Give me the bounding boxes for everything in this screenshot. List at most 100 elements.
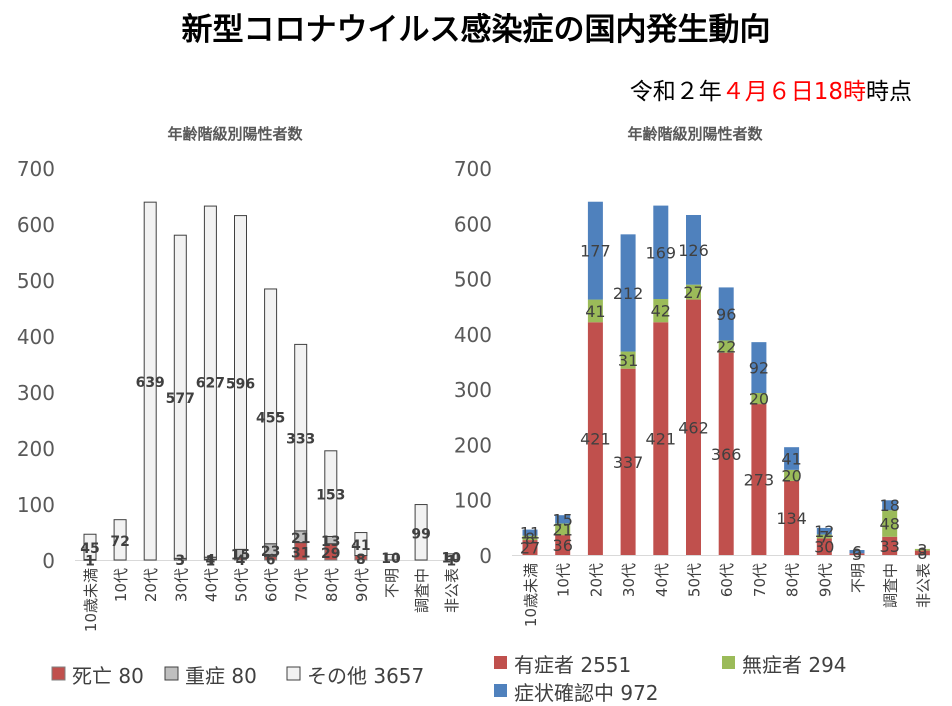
- chart2-bar-有症者: [653, 322, 669, 555]
- chart1-bar-その他: [113, 519, 127, 561]
- chart2-bar-有症者: [849, 553, 865, 555]
- chart1-ytick-label: 0: [42, 549, 55, 573]
- chart2-data-label: 41: [781, 450, 801, 469]
- chart1-category-label: 不明: [383, 568, 401, 598]
- chart1-data-label: 1: [85, 554, 95, 570]
- chart2-bar-無症者: [718, 340, 734, 353]
- chart1-data-label: 577: [166, 391, 195, 407]
- chart1-category-label: 50代: [233, 568, 251, 602]
- chart1-data-label: 72: [110, 534, 129, 550]
- chart1-data-label: 45: [80, 541, 99, 557]
- chart1-category-label: 非公表: [443, 568, 461, 613]
- chart2-bar-有症者: [587, 322, 603, 555]
- chart1-data-label: 23: [261, 544, 280, 560]
- chart2-bar-症状確認中: [620, 234, 636, 352]
- chart1-category-label: 調査中: [413, 568, 431, 613]
- chart2-bar-無症者: [587, 299, 603, 323]
- chart2-data-label: 18: [880, 496, 900, 515]
- chart2-bar-症状確認中: [816, 527, 832, 535]
- chart1-ytick-label: 600: [17, 213, 55, 237]
- timestamp-date: ４月６日18時: [721, 79, 866, 105]
- chart2-bar-無症者: [522, 535, 538, 541]
- chart1-data-label: 3: [175, 553, 185, 569]
- chart1-data-label: 627: [196, 376, 225, 392]
- chart1-bar-その他: [294, 343, 308, 532]
- chart2-data-label: 21: [553, 520, 573, 539]
- chart1-category-label: 10代: [112, 568, 130, 602]
- chart2-data-label: 212: [613, 284, 644, 303]
- chart2-category-label: 10代: [555, 563, 573, 597]
- chart2-category-label: 90代: [816, 563, 834, 597]
- chart2-data-label: 126: [678, 241, 709, 260]
- chart1-data-label: 21: [291, 531, 310, 547]
- chart2-data-label: 20: [749, 390, 769, 409]
- chart2-bar-症状確認中: [751, 342, 767, 394]
- chart2-data-label: 6: [852, 543, 862, 562]
- chart1-category-label: 20代: [142, 568, 160, 602]
- chart1-data-label: 6: [266, 552, 276, 568]
- chart2-bar-症状確認中: [882, 500, 898, 511]
- chart1-data-label: 1: [206, 554, 216, 570]
- chart2-bar-無症者: [653, 299, 669, 323]
- chart2-data-label: 421: [646, 430, 677, 449]
- chart2-data-label: 31: [618, 351, 638, 370]
- chart2-data-label: 41: [585, 302, 605, 321]
- chart1-data-label: 1: [446, 554, 456, 570]
- chart1-ytick-label: 100: [17, 493, 55, 517]
- chart1-ytick-label: 400: [17, 325, 55, 349]
- chart1-data-label: 41: [351, 538, 370, 554]
- chart2-ytick-label: 0: [479, 544, 492, 568]
- chart1-ytick-label: 300: [17, 381, 55, 405]
- chart2-data-label: 8: [525, 529, 535, 548]
- chart1-data-label: 15: [231, 548, 250, 564]
- chart2-bar-無症者: [686, 284, 701, 300]
- chart1-category-label: 70代: [293, 568, 311, 602]
- chart2-bar-有症者: [751, 404, 767, 555]
- chart2-data-label: 22: [716, 338, 736, 357]
- chart1-data-label: 153: [316, 488, 345, 504]
- chart2-ytick-label: 400: [454, 323, 492, 347]
- chart2-data-label: 27: [683, 283, 703, 302]
- chart2-legend-swatch: [494, 684, 507, 697]
- chart1-data-label: 8: [356, 552, 366, 568]
- chart2-category-label: 20代: [587, 563, 605, 597]
- chart1-legend-label: その他 3657: [307, 664, 424, 688]
- chart2-bar-有症者: [555, 535, 571, 555]
- chart1-data-label: 4: [236, 553, 246, 569]
- chart2-category-label: 80代: [784, 563, 802, 597]
- chart1-data-label: 10: [441, 551, 461, 567]
- chart1-bar-その他: [444, 553, 458, 560]
- chart2-data-label: 421: [580, 430, 611, 449]
- chart2-category-label: 50代: [686, 563, 704, 597]
- chart1-category-label: 30代: [172, 568, 190, 602]
- chart2-ytick-label: 700: [454, 157, 492, 181]
- chart2-bar-有症者: [686, 299, 701, 555]
- chart2-bar-症状確認中: [555, 515, 571, 524]
- chart1-bar-その他: [264, 288, 278, 545]
- chart2-bar-無症者: [555, 523, 571, 536]
- chart2-bar-有症者: [914, 550, 930, 555]
- chart2-ytick-label: 300: [454, 378, 492, 402]
- chart2-data-label: 366: [711, 445, 742, 464]
- chart2-data-label: 134: [776, 509, 807, 528]
- chart2-legend-label: 有症者 2551: [514, 653, 631, 677]
- chart1-title: 年齢階級別陽性者数: [167, 125, 303, 143]
- chart2-data-label: 36: [553, 536, 573, 555]
- chart2-category-label: 40代: [653, 563, 671, 597]
- chart2-data-label: 462: [678, 418, 709, 437]
- chart2-data-label: 15: [553, 510, 573, 529]
- chart1-category-label: 80代: [323, 568, 341, 602]
- chart2-data-label: 273: [744, 471, 775, 490]
- chart1-category-label: 60代: [263, 568, 281, 602]
- chart2-data-label: 337: [613, 453, 644, 472]
- chart2-bar-無症者: [914, 548, 930, 551]
- chart1-category-label: 10歳未満: [82, 568, 100, 632]
- chart2-bar-有症者: [620, 368, 636, 555]
- chart2-category-label: 30代: [620, 563, 638, 597]
- chart2-bar-有症者: [718, 352, 734, 555]
- chart2-legend-swatch: [722, 656, 735, 669]
- chart2-legend-label: 無症者 294: [742, 653, 847, 677]
- chart2-data-label: 48: [880, 514, 900, 533]
- timestamp: 令和２年４月６日18時時点: [630, 72, 912, 106]
- chart2-bar-症状確認中: [718, 287, 734, 341]
